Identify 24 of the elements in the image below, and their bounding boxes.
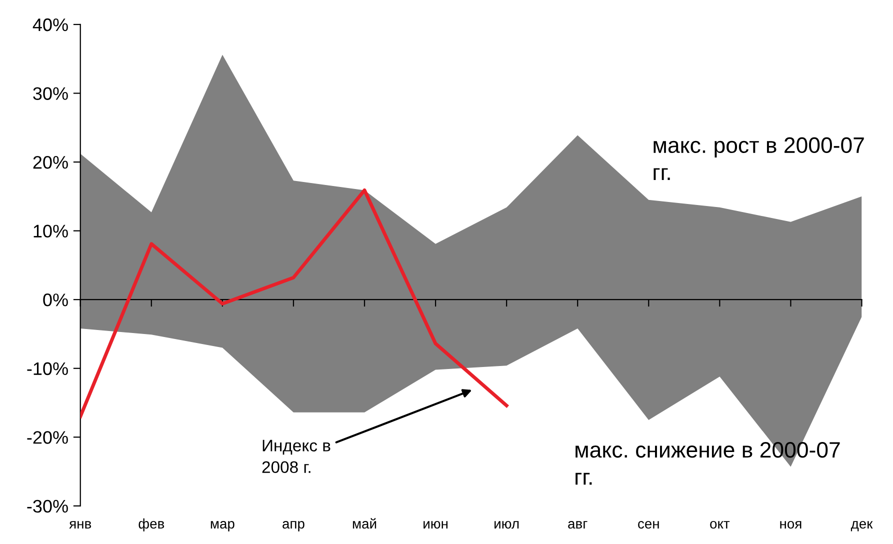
x-tick-label: дек [850, 521, 873, 532]
x-tick-label: авг [568, 521, 588, 529]
y-tick-label: 30% [33, 87, 68, 100]
x-tick-label: апр [282, 521, 304, 532]
x-tick-label: фев [138, 518, 164, 532]
y-tick-label: 40% [32, 18, 68, 32]
y-tick-label: 10% [34, 224, 68, 238]
line-series [80, 188, 508, 418]
y-tick-label: -20% [27, 431, 68, 444]
x-tick-label: окт [710, 521, 730, 529]
x-tick-label: май [352, 518, 376, 529]
y-tick-label: 0% [43, 294, 68, 306]
series-label: макс. рост в 2000-07 гг. [654, 137, 864, 180]
x-tick-label: сен [638, 521, 659, 529]
x-tick-label: мар [210, 521, 234, 532]
x-tick-label: июл [494, 521, 519, 529]
series-label: макс. снижение в 2000-07 гг. [576, 442, 840, 485]
y-tick-label: 20% [33, 156, 68, 169]
y-tick-label: -30% [27, 500, 68, 513]
x-tick-label: ноя [780, 521, 802, 529]
y-tick-label: -10% [27, 362, 68, 376]
annotation: Индекс в 2008 г. [262, 440, 330, 474]
x-tick-label: янв [69, 521, 92, 528]
x-tick-label: июн [424, 521, 448, 529]
